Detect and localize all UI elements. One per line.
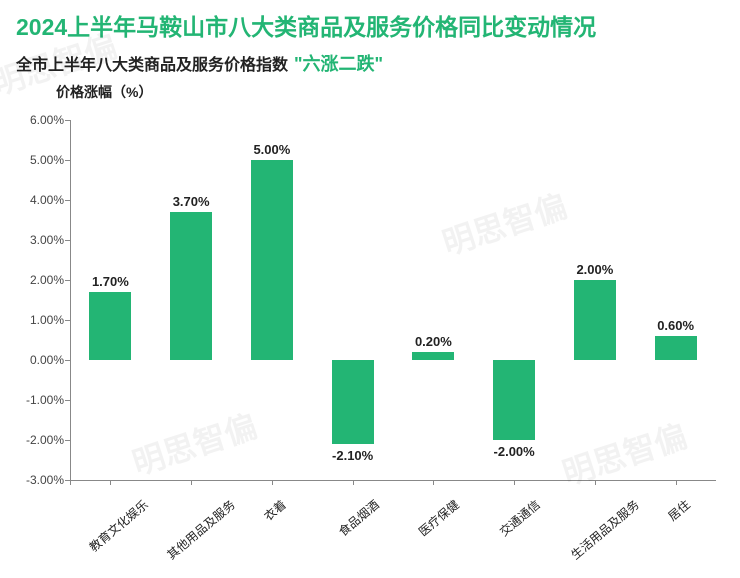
bar-value-label: 3.70%	[173, 194, 210, 209]
title-part2: 上半年马鞍山市八大类商品及服务价格同比变动情况	[67, 14, 596, 40]
x-category-label: 居住	[664, 496, 693, 524]
bar-value-label: 2.00%	[576, 262, 613, 277]
subtitle-highlight: "六涨二跌"	[294, 50, 383, 76]
bar	[332, 360, 374, 444]
bar	[574, 280, 616, 360]
bar	[412, 352, 454, 360]
x-tickmark	[272, 480, 273, 485]
y-tick-label: 6.00%	[14, 113, 64, 127]
x-tickmark	[353, 480, 354, 485]
x-category-label: 生活用品及服务	[567, 496, 642, 563]
x-category-label: 教育文化娱乐	[86, 496, 152, 555]
x-tickmark	[191, 480, 192, 485]
y-tickmark	[65, 280, 70, 281]
y-tick-label: 5.00%	[14, 153, 64, 167]
bar-value-label: 1.70%	[92, 274, 129, 289]
y-tick-label: -2.00%	[14, 433, 64, 447]
bar-value-label: 0.60%	[657, 318, 694, 333]
x-category-label: 食品烟酒	[334, 496, 382, 540]
x-tickmark	[433, 480, 434, 485]
y-tickmark	[65, 160, 70, 161]
y-axis-line	[70, 120, 71, 480]
y-tickmark	[65, 360, 70, 361]
y-tick-label: 0.00%	[14, 353, 64, 367]
bar-value-label: 5.00%	[253, 142, 290, 157]
chart-container: 6.00% 5.00% 4.00% 3.00% 2.00% 1.00% 0.00% -1.00…	[14, 110, 726, 540]
y-axis-title: 价格涨幅（%）	[0, 82, 740, 102]
page-title: 2024上半年马鞍山市八大类商品及服务价格同比变动情况	[0, 0, 740, 48]
x-tickmark	[514, 480, 515, 485]
x-category-label: 医疗保健	[415, 496, 463, 540]
title-part1: 2024	[16, 14, 67, 40]
x-category-label: 交通通信	[496, 496, 544, 540]
x-tickmark	[70, 480, 71, 485]
bar	[493, 360, 535, 440]
x-tickmark	[110, 480, 111, 485]
plot-area: 6.00%5.00%4.00%3.00%2.00%1.00%0.00%-1.00…	[70, 120, 716, 480]
y-tickmark	[65, 440, 70, 441]
y-tick-label: 4.00%	[14, 193, 64, 207]
bar-value-label: -2.00%	[494, 444, 535, 459]
bar	[655, 336, 697, 360]
subtitle-text: 全市上半年八大类商品及服务价格指数	[16, 51, 288, 75]
bar-value-label: -2.10%	[332, 448, 373, 463]
y-tickmark	[65, 400, 70, 401]
y-tickmark	[65, 240, 70, 241]
x-tickmark	[676, 480, 677, 485]
bar	[170, 212, 212, 360]
y-tick-label: 1.00%	[14, 313, 64, 327]
bar	[89, 292, 131, 360]
x-tickmark	[595, 480, 596, 485]
y-tickmark	[65, 320, 70, 321]
y-tickmark	[65, 120, 70, 121]
bar	[251, 160, 293, 360]
subtitle-row: 全市上半年八大类商品及服务价格指数 "六涨二跌"	[0, 48, 740, 80]
y-tick-label: -1.00%	[14, 393, 64, 407]
x-category-label: 衣着	[260, 496, 289, 524]
y-tick-label: -3.00%	[14, 473, 64, 487]
x-axis-line	[65, 480, 716, 481]
y-tickmark	[65, 200, 70, 201]
bar-value-label: 0.20%	[415, 334, 452, 349]
x-category-label: 其他用品及服务	[163, 496, 238, 563]
y-tick-label: 2.00%	[14, 273, 64, 287]
y-tick-label: 3.00%	[14, 233, 64, 247]
